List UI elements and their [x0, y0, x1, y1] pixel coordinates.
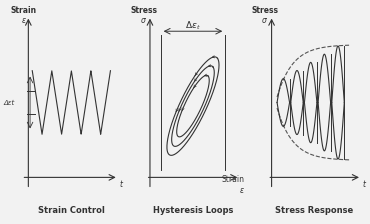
Text: Stress
$\sigma$: Stress $\sigma$: [131, 6, 158, 25]
Text: Δεt: Δεt: [4, 99, 15, 106]
Text: Stress
$\sigma$: Stress $\sigma$: [251, 6, 278, 25]
Text: Hysteresis Loops: Hysteresis Loops: [153, 206, 233, 215]
Text: Strain Control: Strain Control: [38, 206, 105, 215]
Text: t: t: [120, 180, 123, 189]
Text: Stress Response: Stress Response: [275, 206, 354, 215]
Text: Strain
$\epsilon$: Strain $\epsilon$: [222, 175, 245, 195]
Text: $\Delta\epsilon_t$: $\Delta\epsilon_t$: [185, 20, 201, 32]
Text: t: t: [363, 180, 366, 189]
Text: Strain
$\epsilon$: Strain $\epsilon$: [11, 6, 37, 25]
